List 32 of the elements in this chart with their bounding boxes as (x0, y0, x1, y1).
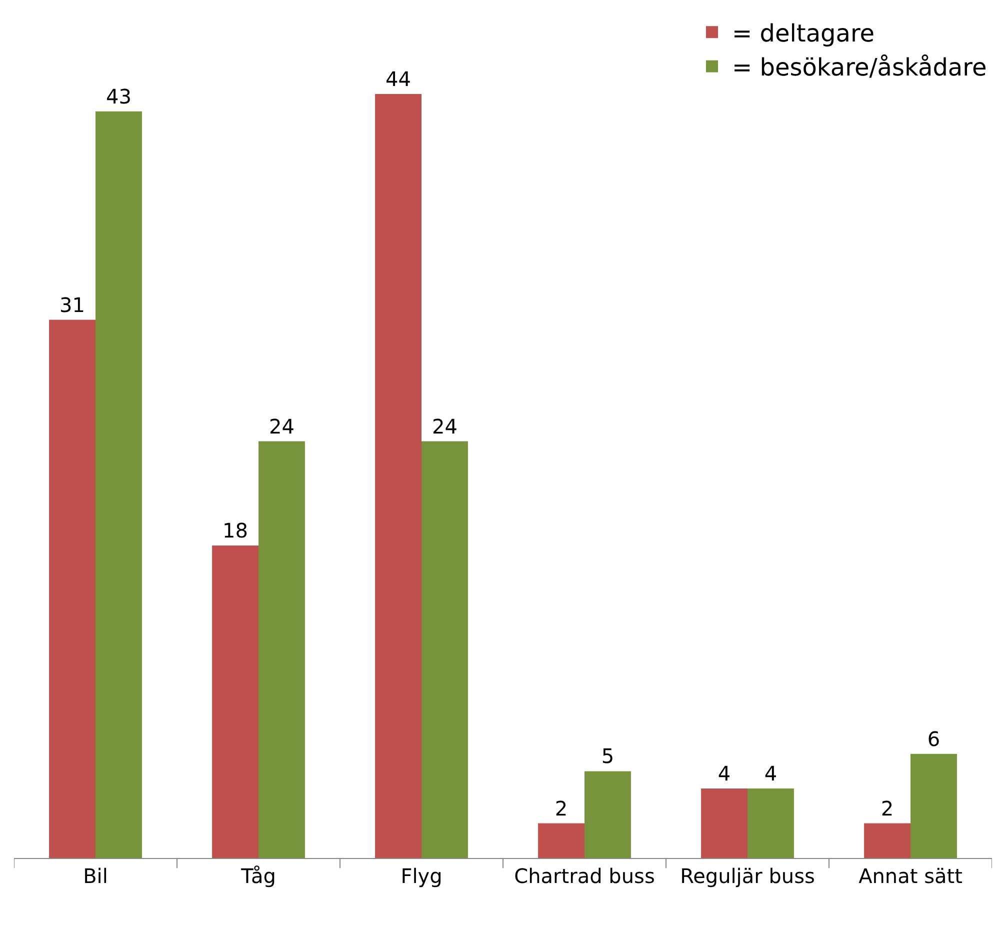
bar (49, 320, 96, 858)
data-label: 2 (554, 796, 568, 820)
x-tick-label: Reguljär buss (680, 864, 815, 888)
bar (584, 771, 631, 858)
bar (910, 754, 957, 858)
data-label: 43 (106, 84, 132, 108)
data-label: 6 (927, 726, 940, 751)
bar (701, 788, 748, 858)
bar (96, 111, 142, 858)
data-label: 5 (601, 744, 614, 768)
legend-label: = besökare/åskådare (732, 54, 987, 82)
bar (212, 545, 258, 858)
x-tick-label: Tåg (240, 864, 276, 888)
data-label: 24 (269, 414, 294, 438)
x-tick-label: Flyg (400, 864, 442, 888)
bar (375, 94, 422, 858)
data-label: 4 (718, 762, 731, 786)
bar (864, 823, 910, 858)
data-label: 44 (386, 67, 411, 92)
data-label: 31 (60, 292, 85, 317)
bar (538, 823, 584, 858)
x-tick-label: Bil (83, 864, 108, 888)
bar (258, 441, 305, 858)
x-tick-label: Chartrad buss (514, 864, 655, 888)
bar (422, 441, 468, 858)
data-label: 4 (764, 762, 778, 786)
data-label: 24 (432, 414, 458, 438)
bar (748, 788, 794, 858)
data-label: 2 (880, 796, 894, 820)
x-tick-label: Annat sätt (858, 864, 963, 888)
data-label: 18 (222, 518, 248, 542)
legend-label: = deltagare (732, 19, 875, 48)
